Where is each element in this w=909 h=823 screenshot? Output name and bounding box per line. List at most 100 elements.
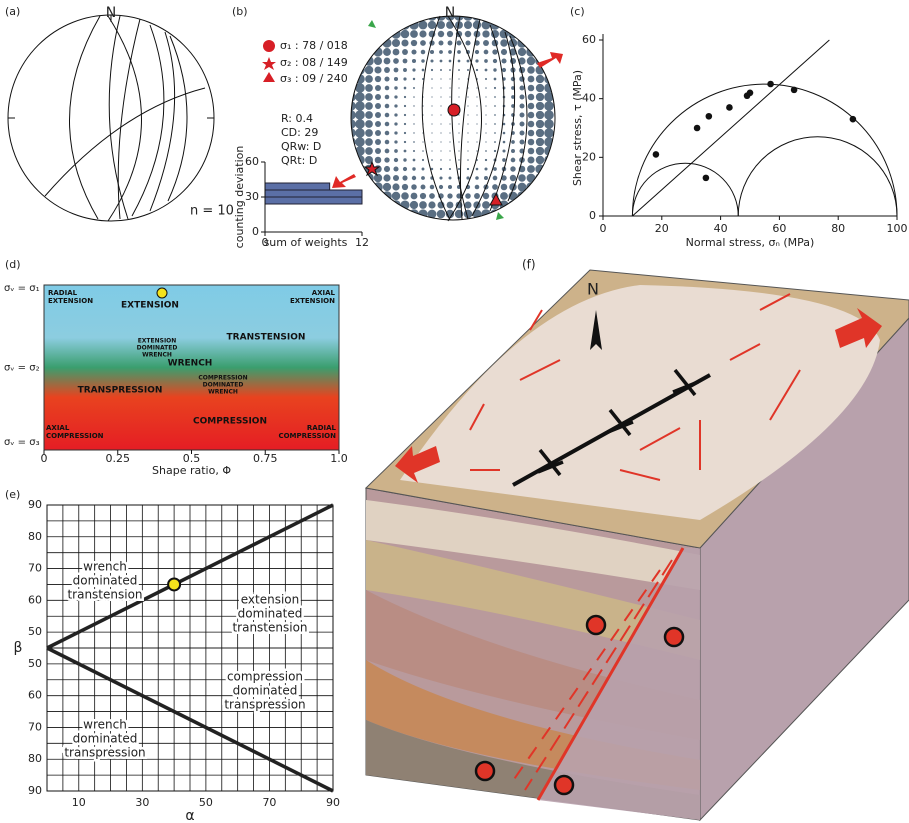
density-dot <box>536 129 544 137</box>
y-tick-label: 0 <box>589 209 596 222</box>
density-dot <box>528 76 535 83</box>
density-dot <box>517 29 527 39</box>
density-dot <box>519 139 524 144</box>
density-dot <box>449 87 450 88</box>
x-axis-label: sum of weights <box>264 236 348 249</box>
density-dot <box>394 158 398 162</box>
density-dot <box>490 11 500 21</box>
density-dot <box>438 31 444 37</box>
panel-label: (d) <box>5 258 21 271</box>
x-tick-label: 0.75 <box>253 452 278 465</box>
density-dot <box>437 210 446 219</box>
density-dot <box>544 209 554 219</box>
density-dot <box>375 85 381 91</box>
density-dot <box>484 59 488 63</box>
y-tick-label: 0 <box>252 225 259 238</box>
density-dot <box>440 78 441 79</box>
density-dot <box>431 114 432 115</box>
density-dot <box>449 69 451 71</box>
density-dot <box>375 76 381 82</box>
density-dot <box>527 174 536 183</box>
y-tick-label: 60 <box>28 593 42 606</box>
density-dot <box>385 140 390 145</box>
density-dot <box>467 168 469 170</box>
region-label: AXIAL <box>46 424 70 432</box>
density-dot <box>364 11 374 21</box>
density-dot <box>501 49 507 55</box>
density-dot <box>382 200 392 210</box>
y-axis-label: Shear stress, τ (MPa) <box>571 70 584 186</box>
density-dot <box>475 50 479 54</box>
density-dot <box>400 11 410 21</box>
y-tick-label: 30 <box>245 190 259 203</box>
density-dot <box>420 40 426 46</box>
density-dot <box>447 193 452 198</box>
density-dot <box>526 38 536 48</box>
density-dot <box>401 30 410 39</box>
region-label: EXTENSION <box>290 297 335 305</box>
density-dot <box>385 86 390 91</box>
sigma1-symbol <box>448 104 460 116</box>
density-dot <box>440 114 441 115</box>
point <box>791 87 798 94</box>
density-dot <box>449 60 452 63</box>
point <box>726 104 733 111</box>
density-dot <box>402 175 407 180</box>
north-label: N <box>106 5 116 21</box>
density-dot <box>374 57 382 65</box>
density-dot <box>494 96 496 98</box>
density-dot <box>527 66 535 74</box>
density-dot <box>494 78 497 81</box>
density-dot <box>465 40 470 45</box>
density-dot <box>439 50 443 54</box>
density-dot <box>475 176 479 180</box>
density-dot <box>536 111 544 119</box>
density-dot <box>494 87 496 89</box>
density-dot <box>467 150 468 151</box>
density-dot <box>394 140 397 143</box>
density-dot <box>482 30 489 37</box>
point <box>850 116 857 123</box>
density-dot <box>346 146 356 156</box>
density-dot <box>413 78 415 80</box>
density-dot <box>526 191 536 201</box>
density-dot <box>476 150 477 151</box>
density-dot <box>375 139 381 145</box>
density-dot <box>449 150 450 151</box>
density-dot <box>458 132 459 133</box>
density-dot <box>394 113 397 116</box>
point <box>653 151 660 158</box>
region-label: dominated <box>73 574 138 588</box>
density-dot <box>526 11 536 21</box>
region-label: EXTENSION <box>48 297 93 305</box>
extension-arrow <box>332 174 356 188</box>
density-dot <box>439 185 443 189</box>
density-dot <box>467 96 468 97</box>
density-dot <box>518 174 526 182</box>
density-dot <box>484 176 488 180</box>
star-marker <box>168 578 180 590</box>
density-dot <box>465 202 472 209</box>
density-dot <box>449 168 451 170</box>
y-tick-label: 70 <box>28 562 42 575</box>
density-dot <box>346 128 356 138</box>
region-label: transtension <box>67 588 142 602</box>
density-dot <box>392 39 400 47</box>
density-dot <box>493 68 496 71</box>
density-dot <box>517 200 527 210</box>
density-dot <box>404 132 406 134</box>
density-dot <box>411 193 418 200</box>
density-dot <box>419 30 426 37</box>
density-dot <box>463 11 473 21</box>
density-dot <box>535 47 545 57</box>
density-dot <box>373 38 383 48</box>
density-dot <box>544 38 554 48</box>
density-dot <box>528 112 535 119</box>
region-label: DOMINATED <box>137 345 178 352</box>
density-dot <box>385 149 390 154</box>
density-dot <box>431 123 432 124</box>
bar <box>265 190 362 197</box>
density-dot <box>413 123 414 124</box>
density-dot <box>428 201 435 208</box>
density-dot <box>409 11 419 21</box>
